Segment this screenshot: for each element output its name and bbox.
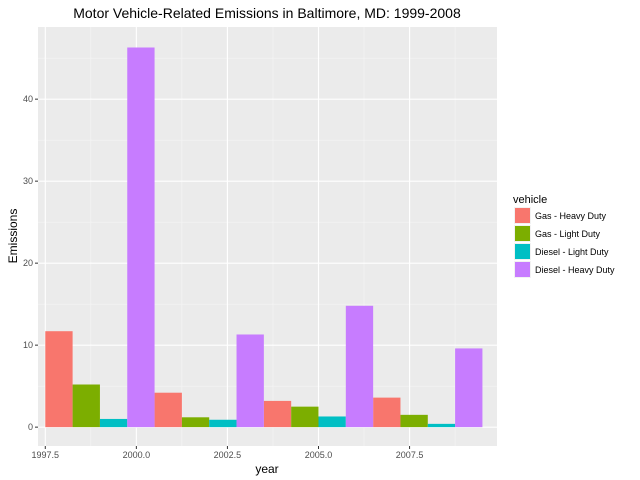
legend-swatch bbox=[515, 208, 530, 223]
grid-minor bbox=[38, 27, 497, 446]
bar bbox=[181, 417, 210, 428]
bar bbox=[45, 331, 73, 428]
bar bbox=[127, 47, 155, 428]
plot-panel bbox=[38, 27, 497, 446]
x-axis: 1997.5 2000.0 2002.5 2005.0 2007.5 bbox=[32, 446, 424, 460]
bar bbox=[263, 400, 292, 428]
legend: vehicle Gas - Heavy Duty Gas - Light Duty… bbox=[513, 194, 615, 278]
legend-swatch bbox=[515, 244, 530, 259]
bar bbox=[427, 423, 456, 428]
bar bbox=[455, 348, 483, 428]
y-tick-label: 40 bbox=[23, 94, 33, 104]
y-axis-label: Emissions bbox=[6, 209, 20, 264]
legend-title: vehicle bbox=[513, 194, 547, 206]
legend-label: Gas - Light Duty bbox=[535, 229, 601, 239]
bar bbox=[72, 384, 100, 428]
bar bbox=[318, 416, 346, 428]
bar bbox=[373, 397, 401, 428]
x-tick-label: 1997.5 bbox=[32, 450, 60, 460]
bars-layer bbox=[45, 47, 483, 428]
bar bbox=[400, 414, 428, 428]
y-axis: 0 10 20 30 40 bbox=[23, 94, 38, 432]
bar bbox=[209, 419, 237, 428]
legend-label: Diesel - Light Duty bbox=[535, 247, 609, 257]
bar bbox=[154, 392, 182, 428]
x-tick-label: 2002.5 bbox=[214, 450, 242, 460]
bar bbox=[345, 305, 374, 428]
legend-label: Gas - Heavy Duty bbox=[535, 211, 607, 221]
legend-swatch bbox=[515, 262, 530, 277]
x-tick-label: 2000.0 bbox=[123, 450, 151, 460]
legend-items: Gas - Heavy Duty Gas - Light Duty Diesel -… bbox=[514, 207, 615, 278]
legend-swatch bbox=[515, 226, 530, 241]
y-tick-label: 30 bbox=[23, 176, 33, 186]
x-tick-label: 2007.5 bbox=[396, 450, 424, 460]
x-tick-label: 2005.0 bbox=[305, 450, 333, 460]
legend-label: Diesel - Heavy Duty bbox=[535, 265, 615, 275]
bar bbox=[99, 418, 128, 428]
bar bbox=[236, 334, 264, 428]
chart-title: Motor Vehicle-Related Emissions in Balti… bbox=[73, 5, 461, 21]
y-tick-label: 10 bbox=[23, 340, 33, 350]
y-tick-label: 20 bbox=[23, 258, 33, 268]
y-tick-label: 0 bbox=[28, 422, 33, 432]
x-axis-label: year bbox=[255, 462, 278, 476]
bar bbox=[291, 406, 319, 428]
